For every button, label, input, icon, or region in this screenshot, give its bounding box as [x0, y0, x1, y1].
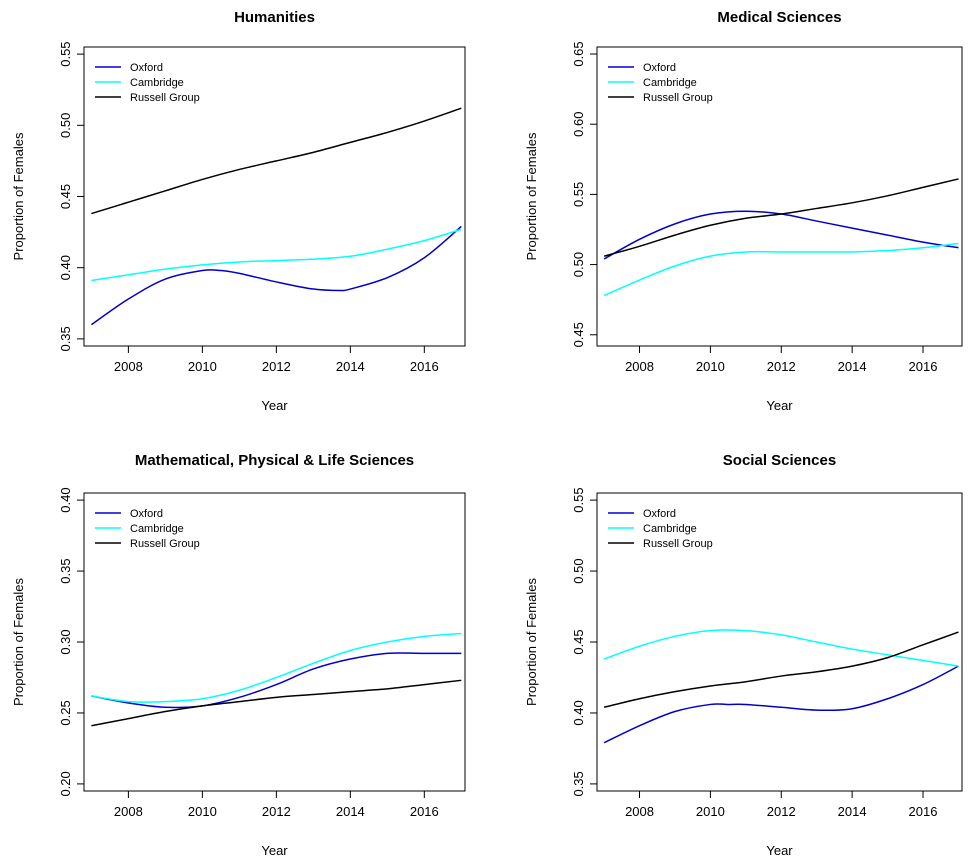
panel-4-legend-label: Russell Group: [643, 538, 713, 550]
panel-1-x-tick-label: 2008: [114, 359, 143, 374]
panel-2-y-tick-label: 0.65: [571, 41, 586, 66]
panel-2-title: Medical Sciences: [717, 9, 841, 26]
panel-4-y-tick-label: 0.40: [571, 700, 586, 725]
panel-3-x-tick-label: 2016: [410, 804, 439, 819]
panel-1-x-tick-label: 2014: [336, 359, 365, 374]
panel-3-series-line-russell-group: [91, 679, 462, 727]
panel-3-series-line-cambridge: [91, 632, 462, 703]
panel-3-x-axis-label: Year: [261, 843, 288, 858]
panel-1-y-tick-label: 0.55: [58, 41, 73, 66]
panel-4-x-tick-label: 2010: [696, 804, 725, 819]
panel-2-x-tick-label: 2008: [625, 359, 654, 374]
panel-2-x-tick-label: 2012: [767, 359, 796, 374]
panel-3-y-axis-label: Proportion of Females: [11, 578, 26, 706]
panel-4-x-tick-label: 2012: [767, 804, 796, 819]
panel-1-x-tick-label: 2016: [410, 359, 439, 374]
panel-1-legend-label: Oxford: [130, 62, 163, 74]
panel-1-x-tick-label: 2010: [188, 359, 217, 374]
panel-1-y-tick-label: 0.35: [58, 326, 73, 351]
panel-3-series-line-oxford: [91, 652, 462, 709]
panel-4-legend-label: Oxford: [643, 508, 676, 520]
panel-1-y-tick-label: 0.40: [58, 255, 73, 280]
panel-4-y-tick-label: 0.55: [571, 487, 586, 512]
panel-4-title: Social Sciences: [723, 452, 836, 469]
panel-3-x-tick-label: 2010: [188, 804, 217, 819]
panel-4-legend-label: Cambridge: [643, 523, 697, 535]
panel-4-x-axis-label: Year: [766, 843, 793, 858]
panel-3-y-tick-label: 0.40: [58, 487, 73, 512]
panel-3-x-tick-label: 2008: [114, 804, 143, 819]
panel-4-series-line-russell-group: [603, 631, 959, 709]
panel-4-x-tick-label: 2014: [838, 804, 867, 819]
panel-2-x-tick-label: 2010: [696, 359, 725, 374]
panel-2-legend-label: Russell Group: [643, 92, 713, 104]
panel-3-x-tick-label: 2012: [262, 804, 291, 819]
panel-1-x-tick-label: 2012: [262, 359, 291, 374]
panel-1-y-tick-label: 0.50: [58, 113, 73, 138]
panel-1-title: Humanities: [234, 9, 315, 26]
panel-2-y-tick-label: 0.45: [571, 322, 586, 347]
panel-4-y-tick-label: 0.45: [571, 629, 586, 654]
panel-4-series-line-cambridge: [603, 629, 959, 667]
panel-1-legend-label: Russell Group: [130, 92, 200, 104]
panel-4-x-tick-label: 2008: [625, 804, 654, 819]
panel-1-series-line-oxford: [90, 225, 462, 326]
panel-3-x-tick-label: 2014: [336, 804, 365, 819]
panel-2-y-tick-label: 0.55: [571, 182, 586, 207]
panel-1-y-axis-label: Proportion of Females: [11, 132, 26, 260]
panel-2-x-tick-label: 2014: [838, 359, 867, 374]
panel-3-y-tick-label: 0.20: [58, 771, 73, 796]
panel-1-series-line-russell-group: [91, 107, 462, 215]
panel-1-legend-label: Cambridge: [130, 77, 184, 89]
panel-2-y-tick-label: 0.60: [571, 112, 586, 137]
panel-2-legend-label: Cambridge: [643, 77, 697, 89]
panel-1-x-axis-label: Year: [261, 398, 288, 413]
panel-4-y-tick-label: 0.35: [571, 771, 586, 796]
panel-3-y-tick-label: 0.25: [58, 700, 73, 725]
panel-4-y-axis-label: Proportion of Females: [524, 578, 539, 706]
panel-2-series-line-cambridge: [603, 242, 959, 297]
panel-3-y-tick-label: 0.30: [58, 629, 73, 654]
panel-2-x-axis-label: Year: [766, 398, 793, 413]
panel-3-legend-label: Russell Group: [130, 538, 200, 550]
panel-3-title: Mathematical, Physical & Life Sciences: [135, 452, 414, 469]
panel-3-y-tick-label: 0.35: [58, 558, 73, 583]
panel-2-legend-label: Oxford: [643, 62, 676, 74]
panel-4-y-tick-label: 0.50: [571, 558, 586, 583]
panel-4-series-line-oxford: [603, 665, 959, 744]
panel-4-x-tick-label: 2016: [909, 804, 938, 819]
panel-3-legend-label: Cambridge: [130, 523, 184, 535]
panel-1-y-tick-label: 0.45: [58, 184, 73, 209]
panel-3-legend-label: Oxford: [130, 508, 163, 520]
panel-2-y-tick-label: 0.50: [571, 252, 586, 277]
panel-2-series-line-russell-group: [603, 178, 959, 257]
panel-2-y-axis-label: Proportion of Females: [524, 132, 539, 260]
panel-1-series-line-cambridge: [91, 228, 462, 282]
panel-2-x-tick-label: 2016: [909, 359, 938, 374]
